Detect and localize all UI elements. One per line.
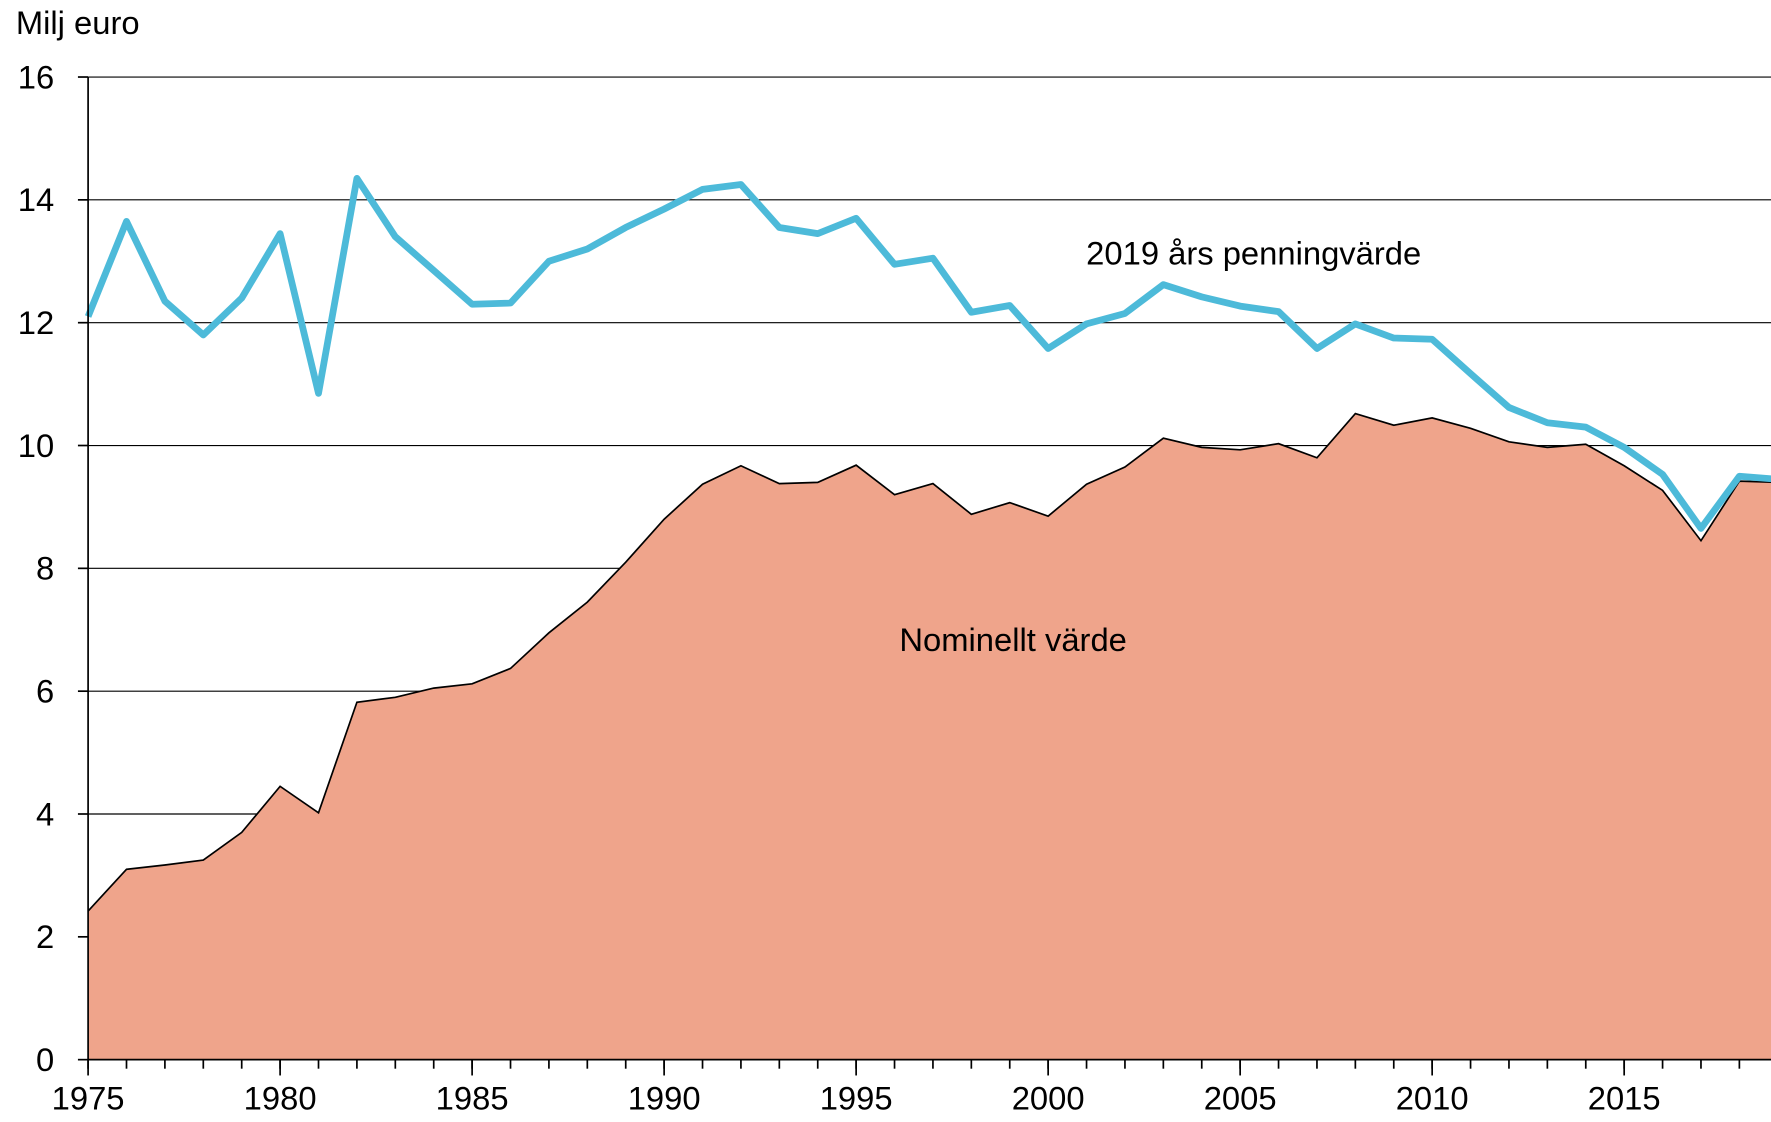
series-label: 2019 års penningvärde	[1086, 235, 1421, 272]
y-tick-label: 0	[36, 1041, 54, 1078]
x-tick-label: 1985	[436, 1079, 509, 1116]
x-tick-label: 2005	[1204, 1079, 1277, 1116]
x-tick-label: 1975	[52, 1079, 125, 1116]
y-tick-label: 10	[18, 427, 54, 464]
x-tick-label: 1980	[244, 1079, 317, 1116]
area-outline	[87, 412, 1771, 912]
x-tick-label: 2010	[1396, 1079, 1469, 1116]
y-tick-label: 6	[36, 672, 54, 709]
y-tick-label: 12	[18, 304, 54, 341]
x-tick-label: 2015	[1588, 1079, 1661, 1116]
x-tick-label: 2000	[1012, 1079, 1085, 1116]
series-label: Nominellt värde	[899, 621, 1127, 658]
x-tick-label: 1990	[628, 1079, 701, 1116]
line	[84, 174, 1771, 532]
x-tick-label: 1995	[820, 1079, 893, 1116]
y-tick-label: 8	[36, 550, 54, 587]
y-tick-label: 14	[18, 181, 54, 218]
y-tick-label: 4	[36, 795, 54, 832]
y-axis-label: Milj euro	[16, 4, 140, 41]
area	[88, 413, 1771, 1060]
y-tick-label: 16	[18, 58, 54, 95]
y-tick-label: 2	[36, 918, 54, 955]
